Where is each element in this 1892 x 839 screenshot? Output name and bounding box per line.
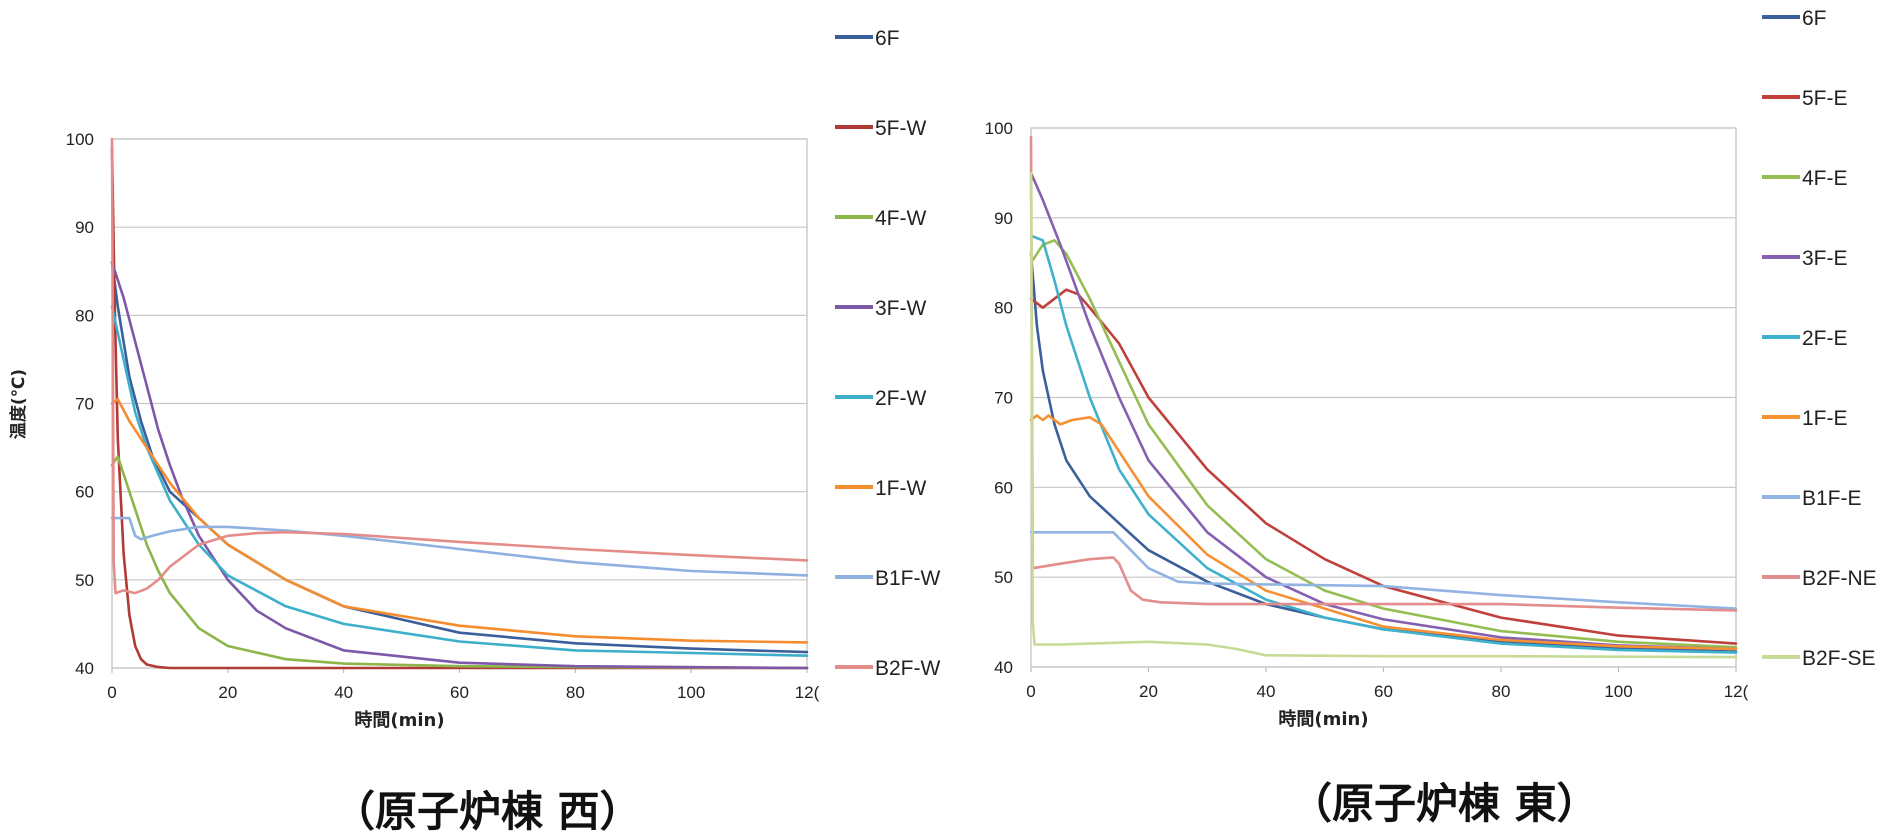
- series-line-1f-w: [110, 397, 809, 644]
- series-line-4f-w: [110, 455, 809, 670]
- caption-west: （原子炉棟 西）: [333, 787, 642, 836]
- y-tick-label: 70: [75, 395, 94, 414]
- y-tick-label: 100: [985, 119, 1013, 138]
- series-line-5f-e: [1029, 288, 1738, 645]
- series-line-b2f-se: [1029, 171, 1738, 659]
- series-line-4f-e: [1029, 239, 1738, 649]
- series-line-2f-e: [1029, 234, 1738, 654]
- legend-label: B2F-W: [875, 657, 941, 680]
- y-tick-label: 60: [994, 478, 1013, 497]
- x-tick-label: 0: [1026, 682, 1035, 701]
- legend-label: 2F-W: [875, 387, 927, 410]
- y-tick-label: 90: [994, 209, 1013, 228]
- chart-east: 40 50 60 70 80 90 100 0 20 40 60 80 100 12( 時間(min) 6F 5…: [985, 7, 1877, 730]
- series-line-b1f-w: [110, 516, 809, 577]
- y-tick-label: 40: [75, 659, 94, 678]
- legend-label: B1F-E: [1802, 487, 1862, 510]
- legend-label: 6F: [875, 27, 900, 50]
- legend-label: 1F-E: [1802, 407, 1848, 430]
- caption-east: （原子炉棟 東）: [1290, 779, 1599, 828]
- x-tick-label: 20: [1139, 682, 1158, 701]
- y-tick-label: 90: [75, 218, 94, 237]
- series-line-6f: [110, 261, 809, 654]
- x-tick-label: 60: [450, 683, 469, 702]
- y-tick-label: 70: [994, 389, 1013, 408]
- legend-label: B1F-W: [875, 567, 941, 590]
- series-line-b1f-e: [1029, 530, 1738, 610]
- legend-label: 5F-E: [1802, 87, 1848, 110]
- legend-label: 6F: [1802, 7, 1827, 30]
- legend-label: 4F-E: [1802, 167, 1848, 190]
- y-tick-label: 60: [75, 483, 94, 502]
- x-tick-label: 40: [1257, 682, 1276, 701]
- x-tick-label: 60: [1374, 682, 1393, 701]
- x-tick-label: 12(: [1724, 682, 1749, 701]
- legend-label: 3F-E: [1802, 247, 1848, 270]
- series-line-6f: [1029, 252, 1738, 654]
- legend-label: B2F-SE: [1802, 647, 1876, 670]
- y-axis-label: 温度(℃): [8, 369, 29, 439]
- legend-label: B2F-NE: [1802, 567, 1877, 590]
- chart-west: 40 50 60 70 80 90 100 0 20 40 60 80 100 12( 時間(min) 温度(…: [8, 27, 941, 731]
- x-tick-label: 0: [107, 683, 116, 702]
- x-tick-label: 100: [677, 683, 705, 702]
- series-line-5f-w: [110, 146, 809, 670]
- x-tick-label: 20: [218, 683, 237, 702]
- legend-label: 3F-W: [875, 297, 927, 320]
- series-line-2f-w: [110, 305, 809, 658]
- x-tick-label: 12(: [795, 683, 820, 702]
- y-tick-label: 50: [994, 568, 1013, 587]
- legend-label: 2F-E: [1802, 327, 1848, 350]
- legend-label: 5F-W: [875, 117, 927, 140]
- y-tick-label: 80: [75, 306, 94, 325]
- series-line-b2f-ne: [1029, 135, 1738, 612]
- x-tick-label: 80: [566, 683, 585, 702]
- series-line-3f-e: [1029, 171, 1738, 651]
- y-tick-label: 50: [75, 571, 94, 590]
- y-tick-label: 80: [994, 299, 1013, 318]
- series-line-b2f-w: [110, 137, 809, 595]
- series-line-3f-w: [110, 261, 809, 670]
- y-tick-label: 40: [994, 658, 1013, 677]
- x-tick-label: 40: [334, 683, 353, 702]
- x-axis-label: 時間(min): [354, 710, 444, 731]
- legend-label: 4F-W: [875, 207, 927, 230]
- x-tick-label: 80: [1492, 682, 1511, 701]
- legend-label: 1F-W: [875, 477, 927, 500]
- x-axis-label: 時間(min): [1278, 709, 1368, 730]
- y-tick-label: 100: [66, 130, 94, 149]
- series-line-1f-e: [1029, 414, 1738, 651]
- x-tick-label: 100: [1604, 682, 1632, 701]
